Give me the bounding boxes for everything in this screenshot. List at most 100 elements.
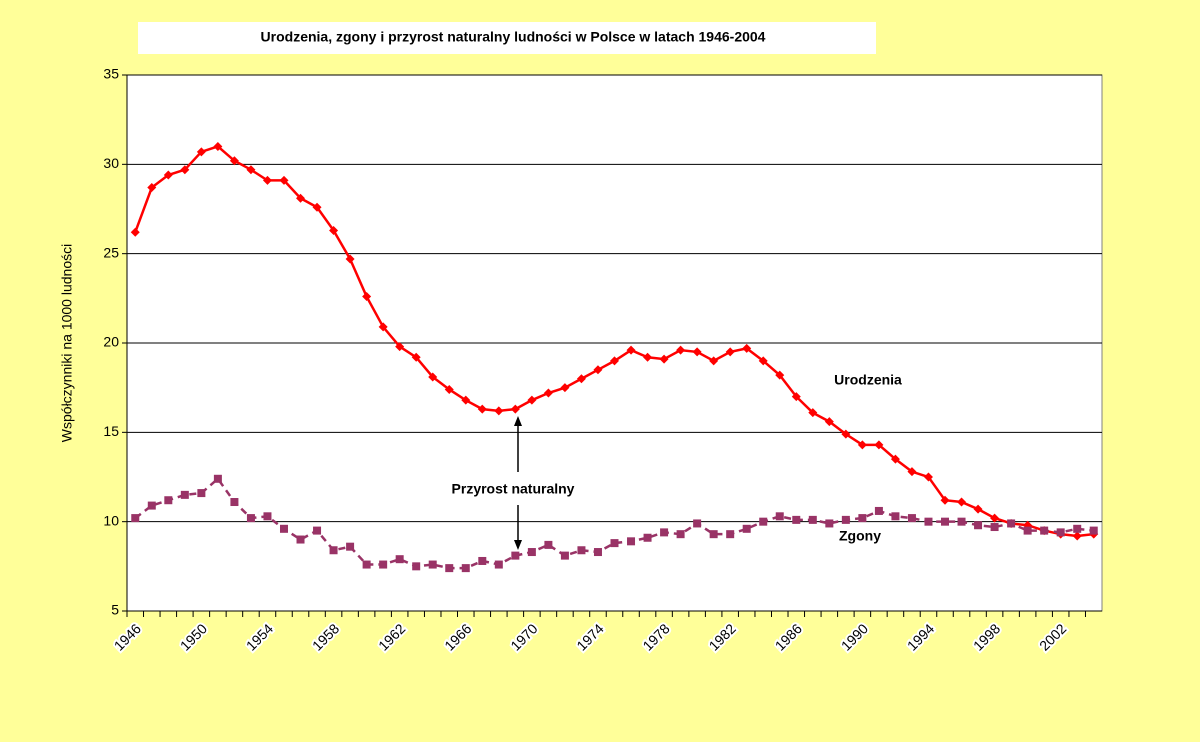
marker [213, 474, 222, 483]
marker [263, 512, 272, 521]
y-tick-label: 15 [103, 423, 119, 439]
x-tick-label: 1982 [706, 620, 739, 653]
marker [593, 548, 602, 557]
marker [1056, 528, 1065, 537]
marker [428, 372, 438, 382]
marker [246, 514, 255, 523]
marker [610, 539, 619, 548]
marker [825, 519, 834, 528]
marker [511, 551, 520, 560]
marker [660, 528, 669, 537]
marker [444, 384, 454, 394]
marker [874, 506, 883, 515]
marker [841, 515, 850, 524]
marker [411, 352, 421, 362]
marker [180, 490, 189, 499]
marker [857, 440, 867, 450]
marker [279, 524, 288, 533]
marker [412, 562, 421, 571]
marker [824, 417, 834, 427]
y-tick-label: 25 [103, 244, 119, 260]
arrow [514, 416, 522, 550]
marker [907, 467, 917, 477]
marker [775, 370, 785, 380]
x-tick-label: 1958 [309, 620, 342, 653]
chart-title: Urodzenia, zgony i przyrost naturalny lu… [261, 29, 766, 45]
marker [659, 354, 669, 364]
marker [560, 383, 570, 393]
marker [1023, 526, 1032, 535]
marker [891, 512, 900, 521]
marker [841, 429, 851, 439]
marker [643, 352, 653, 362]
marker [1072, 531, 1082, 541]
title-box [138, 22, 876, 54]
marker [313, 526, 322, 535]
x-tick-label: 1974 [573, 620, 606, 653]
marker [395, 555, 404, 564]
marker [1040, 526, 1049, 535]
marker [130, 227, 140, 237]
marker [147, 183, 157, 193]
marker [610, 356, 619, 366]
marker [131, 514, 140, 523]
marker [973, 504, 983, 514]
marker [329, 546, 338, 555]
marker [1007, 519, 1016, 528]
marker [890, 454, 900, 464]
marker [627, 537, 636, 546]
marker [709, 356, 719, 366]
marker [329, 225, 339, 235]
marker [923, 472, 933, 482]
x-tick-label: 1954 [243, 620, 276, 653]
marker [974, 521, 983, 530]
marker [709, 530, 718, 539]
marker [1089, 526, 1098, 535]
marker [726, 530, 735, 539]
marker [213, 141, 223, 151]
marker [477, 404, 487, 414]
marker [742, 524, 751, 533]
marker [792, 515, 801, 524]
marker [395, 342, 405, 352]
x-tick-label: 1946 [111, 620, 144, 653]
marker [510, 404, 520, 414]
x-tick-label: 1962 [375, 620, 408, 653]
x-tick-label: 1978 [639, 620, 672, 653]
marker [345, 254, 355, 264]
marker [461, 395, 471, 405]
series-label: Zgony [839, 528, 881, 544]
marker [544, 540, 553, 549]
y-tick-label: 30 [103, 155, 119, 171]
marker [941, 517, 950, 526]
marker [296, 193, 306, 203]
x-tick-label: 1986 [772, 620, 805, 653]
marker [527, 395, 537, 405]
marker [560, 551, 569, 560]
marker [312, 202, 322, 212]
marker [346, 542, 355, 551]
x-tick-label: 2002 [1036, 620, 1069, 653]
marker [577, 546, 586, 555]
marker [147, 501, 156, 510]
marker [692, 347, 702, 357]
marker [180, 165, 190, 175]
marker [445, 564, 454, 573]
marker [362, 560, 371, 569]
marker [428, 560, 437, 569]
marker [874, 440, 884, 450]
y-tick-label: 20 [103, 334, 119, 350]
marker [262, 175, 272, 185]
x-tick-label: 1998 [970, 620, 1003, 653]
marker [378, 322, 388, 332]
marker [362, 292, 372, 302]
marker [296, 535, 305, 544]
marker [246, 165, 256, 175]
marker [907, 514, 916, 523]
marker [676, 530, 685, 539]
annotation: Przyrost naturalny [452, 481, 575, 497]
marker [494, 560, 503, 569]
marker [163, 170, 173, 180]
marker [379, 560, 388, 569]
